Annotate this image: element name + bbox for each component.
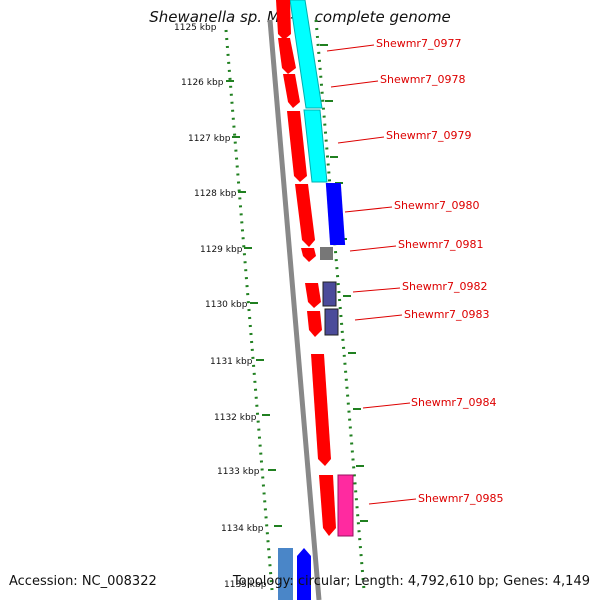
outer-tick: [343, 295, 351, 297]
leader-lines: [326, 44, 417, 505]
tick-label: 1128 kbp: [194, 189, 237, 199]
topology-label: Topology: circular; Length: 4,792,610 bp…: [232, 574, 590, 589]
steel-feature: [278, 548, 293, 600]
axis-tick-labels: 1125 kbp 1126 kbp 1127 kbp 1128 kbp 1129…: [174, 23, 267, 590]
outer-tick: [348, 352, 356, 354]
tick-label: 1131 kbp: [210, 357, 253, 367]
gene-0979: [287, 111, 307, 182]
outer-tick: [353, 408, 361, 410]
axis-tick: [238, 191, 246, 193]
gene-0983: [307, 311, 322, 337]
gene-label[interactable]: Shewmr7_0985: [418, 492, 503, 505]
axis-tick: [274, 525, 282, 527]
gene-label[interactable]: Shewmr7_0983: [404, 308, 489, 321]
outer-tick: [320, 44, 328, 46]
gene-labels: Shewmr7_0977 Shewmr7_0978 Shewmr7_0979 S…: [376, 37, 503, 505]
axis-tick: [226, 80, 234, 82]
axis-tick: [250, 302, 258, 304]
tick-label: 1125 kbp: [174, 23, 217, 33]
gene-0982: [305, 283, 321, 308]
axis-tick: [256, 359, 264, 361]
cyan-feature-2: [303, 109, 328, 183]
tick-label: 1133 kbp: [217, 467, 260, 477]
gene-0978b: [283, 74, 300, 108]
axis-tick: [244, 247, 252, 249]
cyan-feature: [289, 0, 323, 109]
outer-tick: [330, 156, 338, 158]
gene-0980: [295, 184, 315, 247]
navy-feature-1: [322, 281, 337, 307]
tick-label: 1135 kbp: [224, 580, 267, 590]
tick-label: 1134 kbp: [221, 524, 264, 534]
gene-label[interactable]: Shewmr7_0984: [411, 396, 496, 409]
tick-label: 1129 kbp: [200, 245, 243, 255]
genome-backbone: [267, 19, 322, 600]
outer-tick: [325, 100, 333, 102]
gene-0985: [319, 475, 336, 536]
gene-0984: [311, 354, 331, 466]
gene-label[interactable]: Shewmr7_0982: [402, 280, 487, 293]
gene-label[interactable]: Shewmr7_0981: [398, 238, 483, 251]
axis-tick: [262, 414, 270, 416]
gene-label[interactable]: Shewmr7_0980: [394, 199, 479, 212]
tick-label: 1127 kbp: [188, 134, 231, 144]
gene-0978a: [278, 38, 296, 74]
axis-tick: [232, 136, 240, 138]
navy-feature-2: [324, 308, 339, 336]
gene-label[interactable]: Shewmr7_0979: [386, 129, 471, 142]
blue-bottom-feature: [297, 548, 311, 600]
blue-feature: [325, 183, 346, 245]
gene-label[interactable]: Shewmr7_0977: [376, 37, 461, 50]
gray-feature: [320, 247, 333, 260]
axis-tick: [268, 469, 276, 471]
magenta-feature: [337, 474, 354, 537]
axis-line: [224, 29, 274, 591]
tick-label: 1126 kbp: [181, 78, 224, 88]
gene-0977: [276, 0, 291, 40]
gene-label[interactable]: Shewmr7_0978: [380, 73, 465, 86]
tick-label: 1132 kbp: [214, 413, 257, 423]
tick-label: 1130 kbp: [205, 300, 248, 310]
outer-tick: [360, 520, 368, 522]
accession-label: Accession: NC_008322: [9, 574, 157, 589]
outer-tick: [356, 465, 364, 467]
gene-0981: [301, 248, 316, 262]
